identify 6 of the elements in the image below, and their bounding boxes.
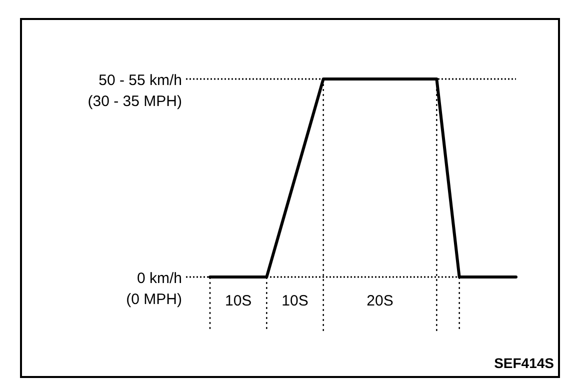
ref-line-label: 0 km/h (0 MPH) (126, 270, 182, 308)
text: SEF414S (494, 355, 554, 371)
text: 10S (282, 292, 308, 310)
text: 20S (366, 292, 394, 310)
ref-line-label: 50 - 55 km/h (30 - 35 MPH) (88, 72, 182, 110)
text: 10S (224, 292, 252, 310)
